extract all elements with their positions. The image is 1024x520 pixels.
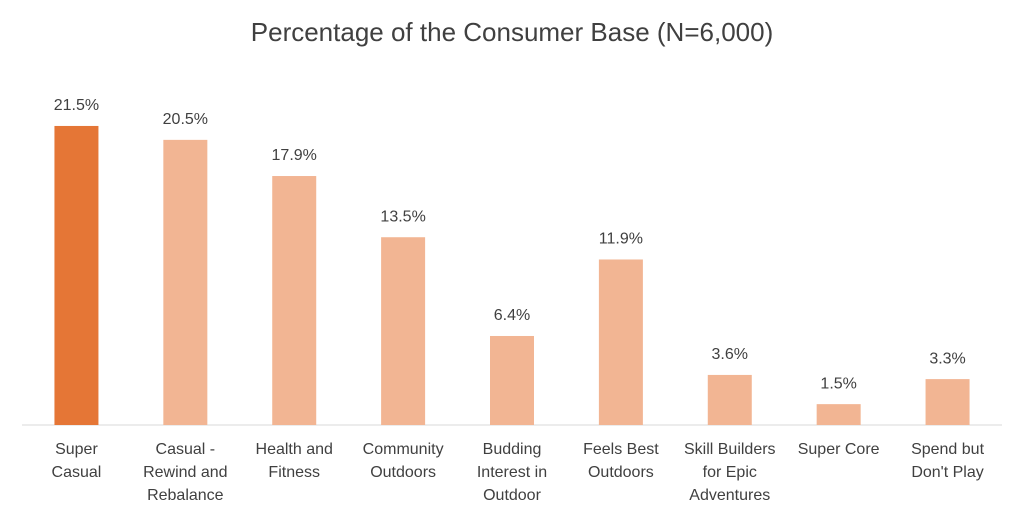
x-tick-label: Super Casual: [51, 441, 102, 481]
bar: [163, 139, 208, 425]
x-tick-label: Budding Interest in Outdoor: [476, 441, 548, 504]
data-label: 3.6%: [712, 346, 748, 363]
data-label: 3.3%: [929, 350, 965, 367]
x-tick-label: Casual - Rewind and Rebalance: [143, 441, 228, 504]
x-tick-label: Health and Fitness: [255, 441, 333, 481]
data-label: 6.4%: [494, 307, 530, 324]
bar: [598, 259, 643, 425]
x-tick-label: Spend but Don't Play: [911, 441, 985, 481]
data-label: 11.9%: [599, 231, 643, 248]
data-label: 21.5%: [54, 97, 99, 114]
bar: [707, 374, 752, 425]
bar: [54, 125, 99, 426]
bar: [816, 404, 861, 425]
bar: [272, 176, 317, 425]
x-tick-label: Skill Builders for Epic Adventures: [683, 441, 776, 504]
chart-title: Percentage of the Consumer Base (N=6,000…: [251, 17, 773, 47]
data-label: 13.5%: [380, 208, 425, 225]
bar: [381, 237, 426, 425]
x-tick-label: Feels Best Outdoors: [583, 441, 659, 481]
bar: [490, 335, 534, 425]
x-tick-label: Community Outdoors: [362, 441, 444, 481]
data-label: 1.5%: [820, 375, 856, 392]
data-label: 17.9%: [272, 147, 317, 164]
bar: [925, 379, 970, 425]
data-label: 20.5%: [163, 111, 208, 128]
x-tick-label: Super Core: [797, 441, 880, 458]
